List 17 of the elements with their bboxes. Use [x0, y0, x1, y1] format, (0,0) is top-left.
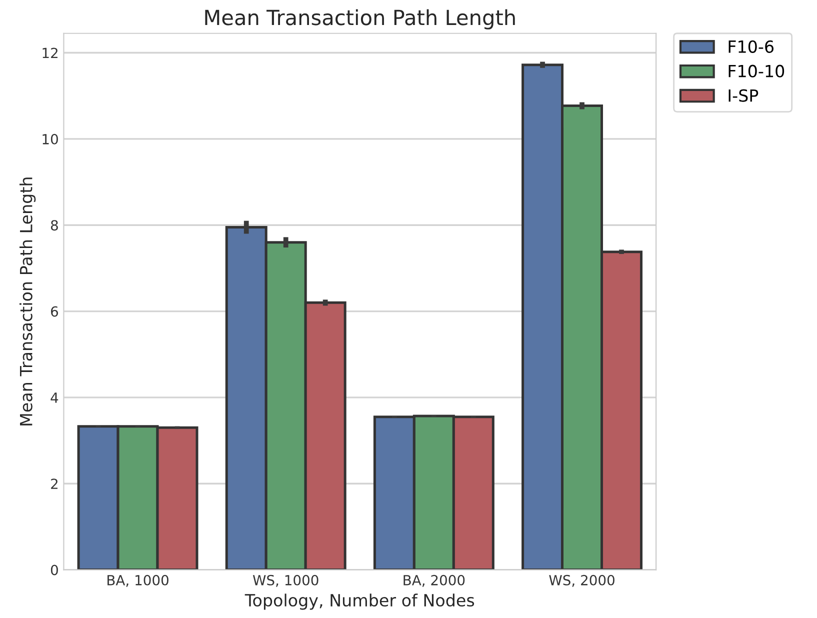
y-tick-label: 0	[50, 564, 58, 576]
x-tick-label: BA, 1000	[108, 574, 168, 587]
y-axis-title: Mean Transaction Path Length	[20, 178, 36, 426]
chart-title: Mean Transaction Path Length	[205, 9, 515, 30]
y-tick-label: 10	[42, 134, 58, 144]
x-tick-label: WS, 1000	[252, 574, 318, 587]
x-tick-label: BA, 2000	[404, 574, 465, 587]
y-tick-label: 12	[42, 48, 58, 58]
y-tick-label: 4	[50, 392, 58, 403]
y-tick-label: 6	[51, 306, 58, 317]
x-tick-label: WS, 2000	[549, 574, 614, 587]
y-tick-label: 2	[51, 478, 58, 489]
x-axis-title: Topology, Number of Nodes	[244, 594, 474, 610]
legend-label: F10-6	[728, 40, 774, 53]
legend-label: I-SP	[728, 89, 758, 102]
legend-label: F10-10	[728, 64, 784, 78]
y-tick-label: 8	[50, 220, 58, 231]
